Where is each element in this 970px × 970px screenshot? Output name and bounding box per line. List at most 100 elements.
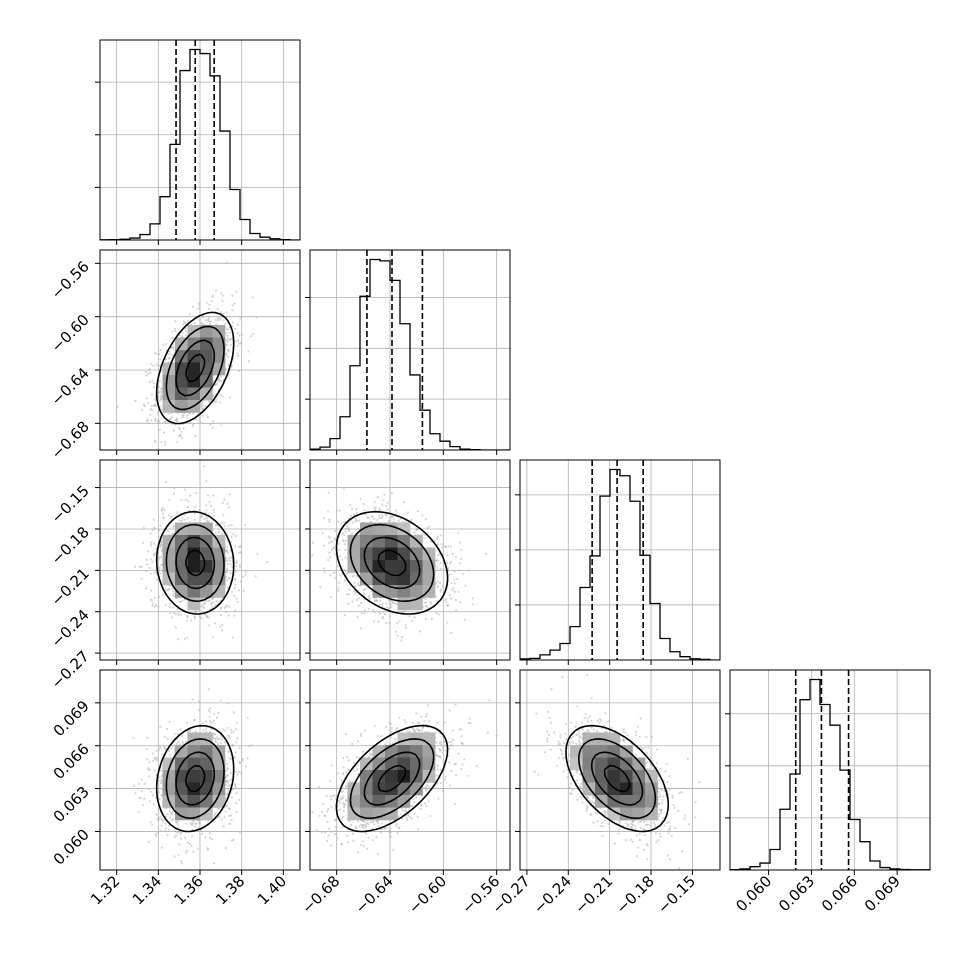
scatter-point	[208, 599, 211, 602]
scatter-point	[196, 847, 199, 850]
scatter-point	[357, 604, 360, 607]
contour-line	[155, 510, 235, 615]
scatter-point	[194, 418, 197, 421]
scatter-point	[171, 423, 174, 426]
scatter-point	[170, 337, 173, 340]
scatter-point	[452, 586, 455, 590]
scatter-point	[145, 570, 148, 573]
scatter-point	[235, 597, 238, 600]
density-cell	[372, 560, 386, 573]
scatter-point	[337, 581, 341, 584]
scatter-point	[445, 561, 449, 565]
contour-line	[165, 325, 225, 411]
scatter-point	[181, 599, 184, 602]
scatter-point	[197, 307, 200, 310]
scatter-point	[449, 545, 452, 548]
scatter-point	[197, 302, 200, 305]
scatter-point	[207, 688, 211, 691]
scatter-point	[186, 636, 189, 639]
scatter-point	[238, 342, 241, 345]
scatter-point	[173, 592, 176, 595]
scatter-point	[396, 634, 399, 637]
scatter-point	[453, 582, 456, 585]
scatter-point	[350, 507, 354, 510]
scatter-point	[211, 636, 214, 639]
scatter-point	[426, 607, 429, 610]
y-tick-label: −0.60	[48, 311, 93, 356]
density-cell	[175, 585, 188, 598]
scatter-point	[219, 613, 223, 617]
scatter-point	[209, 320, 212, 323]
density-cell	[347, 547, 361, 561]
scatter-point	[232, 533, 235, 536]
scatter-point	[400, 639, 403, 642]
scatter-point	[198, 418, 201, 421]
scatter-point	[178, 519, 181, 522]
scatter-point	[145, 747, 148, 751]
scatter-point	[146, 372, 149, 375]
scatter-point	[198, 508, 201, 512]
scatter-point	[236, 344, 239, 348]
scatter-point	[237, 339, 240, 342]
scatter-point	[450, 631, 453, 635]
scatter-point	[155, 578, 158, 581]
scatter-point	[343, 543, 347, 546]
scatter-point	[173, 732, 176, 735]
scatter-point	[464, 584, 467, 587]
scatter-point	[362, 502, 365, 506]
density-cell	[397, 597, 411, 611]
scatter-point	[147, 401, 150, 404]
scatter-point	[234, 583, 237, 586]
scatter-point	[447, 545, 450, 548]
scatter-point	[159, 349, 162, 352]
scatter-point	[163, 735, 166, 738]
scatter-point	[437, 559, 440, 562]
scatter-point	[329, 595, 333, 599]
scatter-point	[311, 554, 314, 557]
scatter-point	[251, 296, 254, 299]
scatter-point	[198, 615, 202, 618]
scatter-point	[378, 514, 381, 517]
scatter-point	[180, 498, 183, 501]
scatter-point	[382, 499, 385, 502]
scatter-point	[168, 602, 172, 605]
scatter-point	[205, 614, 209, 618]
scatter-point	[331, 548, 334, 551]
scatter-point	[334, 539, 337, 542]
scatter-point	[368, 597, 372, 600]
scatter-point	[213, 511, 216, 514]
scatter-point	[226, 546, 229, 549]
scatter-point	[177, 638, 180, 641]
scatter-point	[201, 414, 204, 417]
scatter-point	[349, 503, 352, 506]
density-cell	[397, 560, 411, 573]
scatter-point	[327, 559, 330, 562]
density-cell	[200, 350, 213, 363]
scatter-point	[231, 565, 234, 569]
scatter-point	[241, 333, 244, 336]
scatter-point	[164, 830, 167, 833]
scatter-point	[442, 568, 445, 571]
scatter-point	[337, 587, 340, 590]
scatter-point	[176, 511, 179, 514]
contour-line	[363, 536, 421, 590]
scatter-point	[185, 721, 189, 725]
histogram-step-2	[520, 468, 720, 660]
scatter-point	[227, 328, 230, 331]
y-tick-label: −0.68	[48, 417, 93, 462]
scatter-point	[149, 598, 152, 601]
scatter-point	[439, 562, 442, 565]
scatter-point	[169, 417, 172, 420]
scatter-point	[238, 369, 241, 372]
scatter-point	[211, 601, 214, 604]
scatter-point	[199, 420, 202, 424]
scatter-point	[172, 532, 175, 536]
scatter-point	[152, 386, 155, 389]
scatter-point	[178, 600, 181, 603]
scatter-point	[160, 392, 163, 395]
contour-line	[165, 523, 225, 602]
scatter-point	[219, 317, 222, 320]
scatter-point	[207, 319, 210, 322]
density-cell	[162, 387, 176, 401]
scatter-point	[429, 602, 432, 605]
